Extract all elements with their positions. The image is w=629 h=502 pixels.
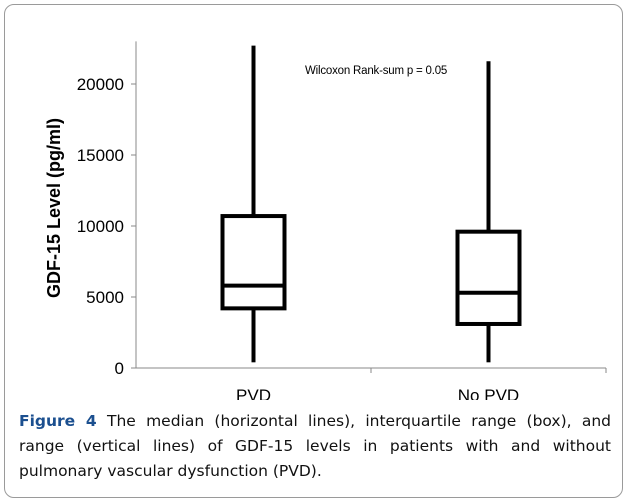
figure-label: Figure 4 xyxy=(19,412,97,430)
box-no-pvd xyxy=(455,61,522,363)
caption-text: The median (horizontal lines), interquar… xyxy=(19,412,611,480)
interquartile-box xyxy=(220,214,287,311)
box-series xyxy=(220,45,522,363)
y-tick-label: 10000 xyxy=(77,217,124,236)
y-axis-label: GDF-15 Level (pg/ml) xyxy=(44,118,64,298)
y-tick-label: 0 xyxy=(115,359,124,378)
interquartile-box xyxy=(455,229,522,326)
x-category-labels: PVD No PVD xyxy=(236,386,519,400)
chart-axes xyxy=(131,41,607,373)
x-category-label: No PVD xyxy=(458,386,519,400)
y-tick-label: 20000 xyxy=(77,75,124,94)
box-plot-chart: 0 5000 10000 15000 20000 PVD No PVD GDF-15 Le… xyxy=(44,41,607,400)
figure-caption: Figure 4 The median (horizontal lines), … xyxy=(19,409,611,484)
wilcoxon-annotation: Wilcoxon Rank-sum p = 0.05 xyxy=(305,65,447,77)
x-category-label: PVD xyxy=(236,386,271,400)
y-tick-labels: 0 5000 10000 15000 20000 xyxy=(77,75,124,378)
box-pvd xyxy=(220,45,287,363)
y-tick-label: 5000 xyxy=(86,288,124,307)
y-tick-label: 15000 xyxy=(77,146,124,165)
